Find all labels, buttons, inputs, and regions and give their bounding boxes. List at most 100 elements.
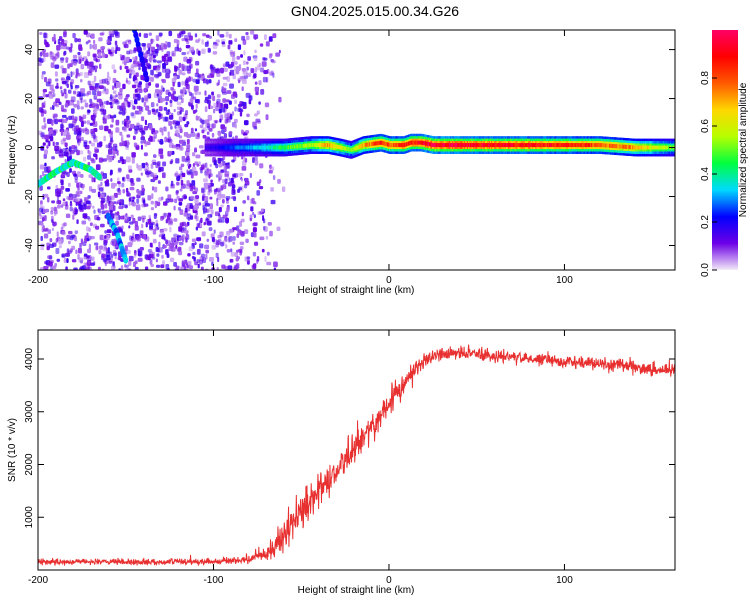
noise-cell (217, 157, 222, 164)
noise-cell (79, 58, 82, 64)
noise-cell (155, 83, 160, 88)
y-tick-label: 3000 (24, 400, 35, 423)
streak-cell (144, 75, 150, 83)
noise-cell (272, 72, 275, 78)
noise-cell (103, 157, 108, 162)
noise-cell (147, 43, 152, 48)
noise-cell (153, 186, 158, 193)
noise-cell (150, 207, 155, 211)
noise-cell (80, 121, 84, 128)
noise-cell (140, 144, 143, 150)
noise-cell (78, 203, 82, 210)
noise-cell (136, 189, 142, 196)
y-tick-label: -40 (24, 238, 35, 253)
noise-cell (205, 170, 209, 176)
noise-cell (176, 175, 181, 181)
noise-cell (113, 69, 117, 74)
noise-cell (180, 170, 183, 176)
noise-cell (157, 112, 161, 117)
noise-cell (208, 127, 213, 132)
noise-cell (131, 201, 136, 207)
noise-cell (68, 230, 73, 235)
noise-cell (178, 69, 183, 75)
noise-cell (204, 99, 210, 104)
noise-cell (221, 264, 226, 269)
noise-cell (109, 101, 113, 106)
noise-cell (260, 67, 265, 73)
noise-cell (132, 196, 136, 200)
noise-cell (173, 90, 176, 95)
noise-cell (183, 65, 188, 72)
noise-cell (197, 132, 200, 138)
noise-cell (143, 101, 147, 107)
noise-cell (42, 208, 47, 214)
noise-cell (112, 90, 117, 95)
noise-cell (217, 218, 220, 223)
noise-cell (124, 121, 127, 127)
noise-cell (125, 264, 129, 269)
noise-cell (112, 85, 115, 91)
noise-cell (249, 217, 253, 222)
noise-cell (119, 131, 123, 136)
noise-cell (147, 110, 152, 115)
noise-cell (40, 246, 45, 251)
noise-cell (161, 254, 164, 259)
noise-cell (126, 191, 130, 197)
noise-cell (210, 69, 215, 76)
noise-cell (253, 263, 257, 269)
noise-cell (252, 227, 257, 233)
noise-cell (204, 200, 209, 204)
noise-cell (194, 128, 198, 132)
noise-cell (62, 80, 67, 85)
noise-cell (56, 258, 61, 262)
noise-cell (98, 249, 102, 255)
noise-cell (61, 92, 65, 97)
noise-cell (189, 98, 194, 104)
noise-cell (65, 213, 71, 219)
noise-cell (210, 209, 214, 215)
noise-cell (58, 101, 62, 106)
noise-cell (221, 198, 225, 204)
noise-cell (67, 182, 71, 187)
noise-cell (231, 111, 235, 116)
noise-cell (252, 268, 257, 270)
noise-cell (169, 99, 173, 104)
noise-cell (165, 95, 170, 102)
noise-cell (281, 186, 286, 192)
noise-cell (70, 79, 75, 85)
noise-cell (144, 97, 149, 103)
noise-cell (133, 142, 138, 148)
noise-cell (88, 61, 94, 67)
noise-cell (140, 140, 144, 144)
colorbar-tick-label: 0.4 (700, 167, 711, 181)
noise-cell (99, 245, 103, 250)
noise-cell (60, 57, 65, 61)
noise-cell (70, 85, 73, 90)
noise-cell (99, 125, 104, 130)
noise-cell (124, 245, 128, 252)
noise-cell (219, 231, 224, 237)
noise-cell (51, 36, 56, 42)
noise-cell (165, 68, 170, 74)
noise-cell (93, 242, 99, 246)
noise-cell (249, 172, 252, 179)
noise-cell (197, 74, 201, 81)
noise-cell (253, 126, 258, 130)
noise-cell (85, 266, 90, 270)
noise-cell (186, 121, 190, 125)
noise-cell (127, 39, 132, 45)
noise-cell (113, 245, 117, 249)
noise-cell (165, 239, 168, 245)
snr-series-line (38, 344, 675, 567)
noise-cell (234, 38, 238, 43)
noise-cell (68, 193, 73, 198)
noise-cell (77, 254, 80, 260)
noise-cell (158, 234, 162, 238)
noise-cell (230, 177, 234, 184)
noise-cell (105, 248, 108, 253)
noise-cell (177, 95, 182, 100)
snr-panel: -200 -100 0 100 1000 2000 3000 4000 Height of s… (7, 329, 676, 596)
noise-cell (224, 178, 228, 185)
noise-cell (227, 161, 230, 165)
noise-cell (157, 112, 161, 118)
